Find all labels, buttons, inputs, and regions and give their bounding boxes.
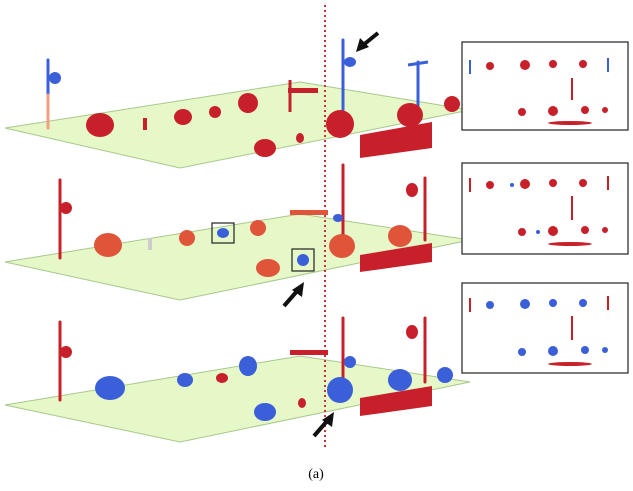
tree	[179, 230, 195, 246]
fence	[290, 350, 328, 355]
object	[298, 398, 306, 408]
tree	[388, 225, 412, 247]
tree	[388, 369, 412, 391]
object	[297, 254, 309, 266]
sign	[49, 72, 61, 84]
tree	[326, 110, 354, 138]
object	[333, 214, 343, 222]
object	[216, 373, 228, 383]
tree	[86, 113, 114, 137]
tree	[327, 377, 353, 403]
tree	[250, 220, 266, 236]
figure: (a)	[0, 0, 633, 491]
inset	[462, 42, 628, 130]
object	[344, 356, 356, 368]
inset	[462, 283, 628, 373]
sign	[406, 183, 418, 197]
tree	[94, 233, 122, 257]
tree	[437, 367, 453, 383]
object	[148, 238, 152, 250]
insets	[462, 42, 628, 373]
tree	[444, 96, 460, 112]
plane-top	[5, 82, 470, 168]
tree	[238, 93, 258, 113]
tree	[256, 259, 280, 277]
tree	[329, 234, 355, 258]
sign	[60, 346, 72, 358]
inset	[462, 163, 628, 254]
tree	[177, 373, 193, 387]
object	[217, 228, 229, 238]
tree	[209, 106, 221, 118]
sign	[60, 202, 72, 214]
sign	[406, 325, 418, 339]
caption: (a)	[308, 467, 324, 482]
object	[143, 118, 147, 130]
tree	[95, 376, 125, 400]
fence	[288, 88, 318, 93]
fence	[290, 210, 328, 215]
pole-arm	[408, 62, 428, 65]
tree	[174, 109, 192, 125]
tree	[254, 139, 276, 157]
tree	[254, 403, 276, 421]
sign	[344, 57, 356, 67]
object	[296, 133, 304, 143]
tree	[239, 356, 257, 376]
tree	[397, 103, 423, 127]
